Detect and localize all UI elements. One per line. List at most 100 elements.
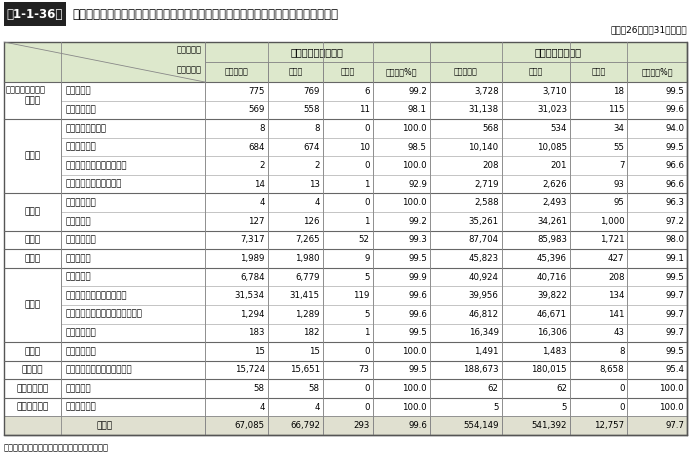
Bar xyxy=(570,175,627,193)
Bar xyxy=(4,268,61,342)
Text: ハ　老人デイサービスセンター等: ハ 老人デイサービスセンター等 xyxy=(66,310,142,319)
Bar xyxy=(268,212,323,231)
Bar xyxy=(430,305,502,323)
Bar xyxy=(268,193,323,212)
Text: 8: 8 xyxy=(259,124,265,133)
Bar xyxy=(627,156,687,175)
Text: 96.6: 96.6 xyxy=(665,161,684,170)
Bar xyxy=(205,231,268,249)
Bar xyxy=(205,342,268,361)
Bar xyxy=(502,379,570,398)
Text: 98.5: 98.5 xyxy=(408,142,427,152)
Text: ニ　カラオケボックス等: ニ カラオケボックス等 xyxy=(66,180,121,189)
Bar xyxy=(570,138,627,156)
Bar xyxy=(627,119,687,138)
Bar xyxy=(323,193,373,212)
Text: 183: 183 xyxy=(248,328,265,337)
Text: 31,415: 31,415 xyxy=(290,291,320,300)
Text: 99.5: 99.5 xyxy=(665,273,684,282)
Text: ロ　特別養護老人ホーム等: ロ 特別養護老人ホーム等 xyxy=(66,291,127,300)
Text: イ　特定複合用途防火対象物: イ 特定複合用途防火対象物 xyxy=(66,365,132,375)
Text: 100.0: 100.0 xyxy=(660,403,684,412)
Text: 15,651: 15,651 xyxy=(290,365,320,375)
Text: 1: 1 xyxy=(364,180,370,189)
Bar xyxy=(430,323,502,342)
Text: 百貨店等: 百貨店等 xyxy=(66,235,96,245)
Bar xyxy=(373,101,430,119)
Bar xyxy=(268,62,323,82)
Text: 11: 11 xyxy=(359,105,370,114)
Bar xyxy=(502,286,570,305)
Text: 3,728: 3,728 xyxy=(474,87,499,96)
Bar xyxy=(4,416,205,435)
Text: 設備の状況: 設備の状況 xyxy=(177,65,201,74)
Bar xyxy=(570,249,627,268)
Bar xyxy=(205,323,268,342)
Text: 5: 5 xyxy=(364,310,370,319)
Bar xyxy=(502,212,570,231)
Text: 99.7: 99.7 xyxy=(665,310,684,319)
Bar xyxy=(430,175,502,193)
Text: イ　劇場等: イ 劇場等 xyxy=(66,87,91,96)
Bar xyxy=(268,305,323,323)
Text: 3,710: 3,710 xyxy=(542,87,567,96)
Bar xyxy=(323,379,373,398)
Text: 10,140: 10,140 xyxy=(469,142,499,152)
Bar xyxy=(570,193,627,212)
Bar xyxy=(61,156,205,175)
Bar xyxy=(61,361,205,379)
Text: （十六の二）: （十六の二） xyxy=(17,384,49,393)
Bar xyxy=(502,156,570,175)
Text: 7,265: 7,265 xyxy=(295,235,320,245)
Bar xyxy=(205,305,268,323)
Bar xyxy=(205,42,430,62)
Text: 設置率（%）: 設置率（%） xyxy=(642,67,673,76)
Text: 0: 0 xyxy=(364,403,370,412)
Bar xyxy=(268,119,323,138)
Bar xyxy=(323,101,373,119)
Bar xyxy=(570,212,627,231)
Bar xyxy=(323,138,373,156)
Bar xyxy=(627,398,687,416)
Bar xyxy=(430,82,502,101)
Bar xyxy=(268,323,323,342)
Text: 99.2: 99.2 xyxy=(408,217,427,226)
Bar xyxy=(502,82,570,101)
Text: （一）: （一） xyxy=(25,96,41,105)
Bar xyxy=(502,101,570,119)
Bar xyxy=(502,119,570,138)
Bar xyxy=(323,305,373,323)
Text: ロ　公会堂等: ロ 公会堂等 xyxy=(66,105,96,114)
Bar xyxy=(61,305,205,323)
Text: 0: 0 xyxy=(364,384,370,393)
Bar xyxy=(373,286,430,305)
Text: 1,491: 1,491 xyxy=(474,347,499,356)
Text: 8,658: 8,658 xyxy=(600,365,624,375)
Text: 16,349: 16,349 xyxy=(469,328,499,337)
Text: 10,085: 10,085 xyxy=(537,142,567,152)
Bar xyxy=(373,249,430,268)
Text: 99.6: 99.6 xyxy=(408,421,427,430)
Text: 93: 93 xyxy=(613,180,624,189)
Text: 18: 18 xyxy=(613,87,624,96)
Text: 1,289: 1,289 xyxy=(295,310,320,319)
Bar xyxy=(268,379,323,398)
Text: 99.3: 99.3 xyxy=(408,235,427,245)
Bar xyxy=(373,323,430,342)
Text: 合　計: 合 計 xyxy=(97,421,112,430)
Bar xyxy=(268,416,323,435)
Bar xyxy=(323,361,373,379)
Bar xyxy=(4,193,61,231)
Text: 94.0: 94.0 xyxy=(665,124,684,133)
Text: 62: 62 xyxy=(488,384,499,393)
Text: 2,626: 2,626 xyxy=(542,180,567,189)
Text: 96.3: 96.3 xyxy=(665,198,684,207)
Text: 99.5: 99.5 xyxy=(408,328,427,337)
Text: 準地下街: 準地下街 xyxy=(66,403,96,412)
Bar xyxy=(570,323,627,342)
Text: 防火対象物の区分: 防火対象物の区分 xyxy=(6,85,46,94)
Bar xyxy=(205,175,268,193)
Text: 46,812: 46,812 xyxy=(469,310,499,319)
Bar xyxy=(627,323,687,342)
Text: 39,956: 39,956 xyxy=(469,291,499,300)
